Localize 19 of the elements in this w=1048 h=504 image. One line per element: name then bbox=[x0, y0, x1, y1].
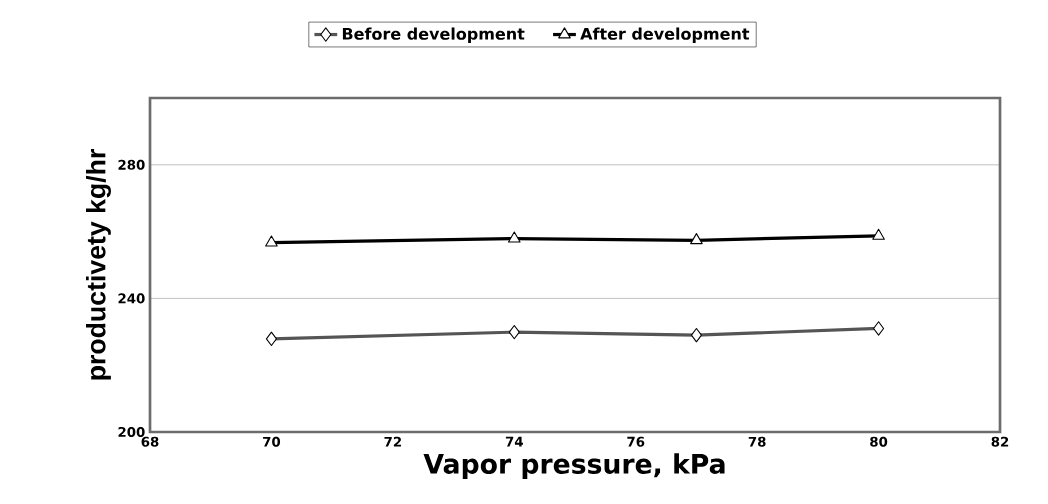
legend-label: After development bbox=[580, 27, 750, 43]
x-tick-label: 70 bbox=[263, 436, 281, 447]
x-tick-label: 68 bbox=[141, 436, 159, 447]
point bbox=[872, 228, 885, 240]
x-axis-title: Vapor pressure, kPa bbox=[423, 453, 725, 480]
x-tick-label: 82 bbox=[991, 436, 1009, 447]
y-tick-label: 280 bbox=[118, 159, 145, 170]
x-tick-label: 80 bbox=[870, 436, 888, 447]
point bbox=[507, 231, 521, 243]
x-tick-label: 72 bbox=[384, 436, 401, 447]
y-tick-label: 200 bbox=[118, 426, 145, 438]
y-axis-title: productivety kg/hr bbox=[86, 149, 111, 380]
x-tick-label: 76 bbox=[627, 436, 645, 447]
x-tick-label: 78 bbox=[748, 436, 766, 447]
y-tick-label: 240 bbox=[118, 293, 145, 304]
point bbox=[265, 235, 278, 247]
legend-label: Before development bbox=[342, 27, 525, 43]
point bbox=[690, 233, 703, 245]
x-tick-label: 74 bbox=[505, 436, 523, 447]
